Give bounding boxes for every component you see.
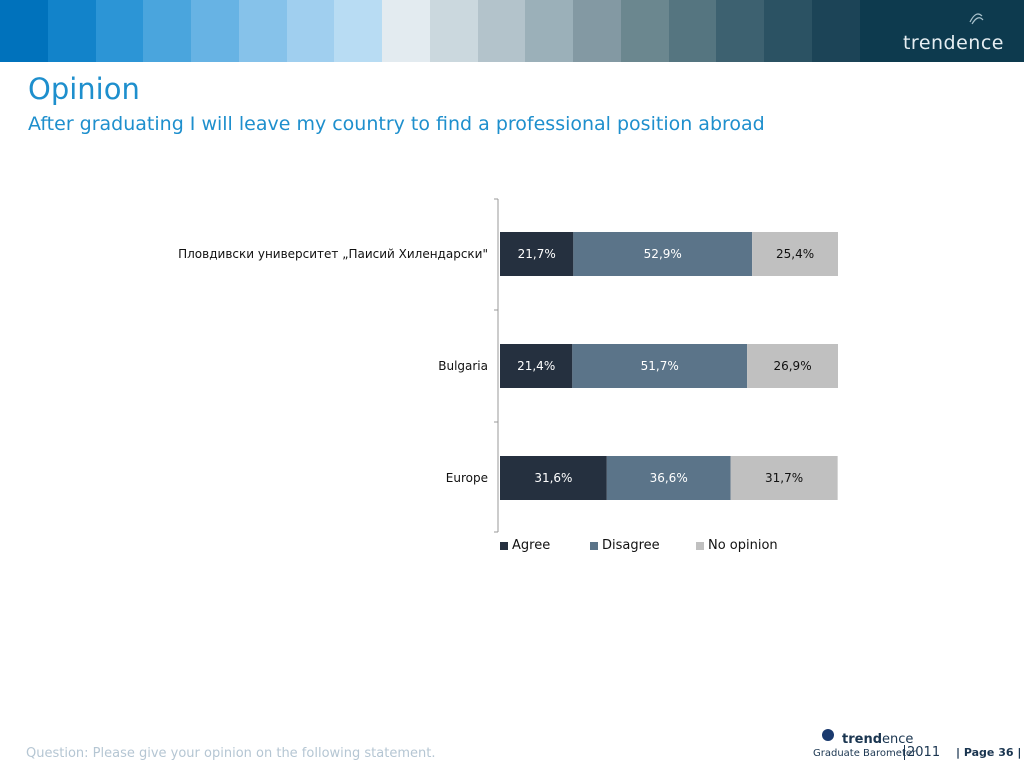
header-band-block (525, 0, 574, 62)
bar-segment (730, 456, 838, 500)
page-subtitle: After graduating I will leave my country… (28, 113, 765, 135)
bar-segment (606, 456, 731, 500)
chart-legend: Agree Disagree No opinion (500, 538, 840, 556)
header-brand: trendence (902, 32, 1004, 54)
bar-segment (500, 456, 607, 500)
footer-brand-light: ence (882, 732, 914, 747)
footer-logo: trendence Graduate Barometer 2011 (810, 726, 940, 764)
bar-segment (500, 232, 574, 276)
data-label: 51,7% (641, 359, 679, 373)
header-band-block (716, 0, 765, 62)
header-band-block (0, 0, 48, 62)
category-label: Europe (446, 471, 488, 485)
bar-segment (747, 344, 838, 388)
bar-segment (500, 344, 573, 388)
data-label: 52,9% (644, 247, 682, 261)
data-label: 31,7% (765, 471, 803, 485)
header-band-block (573, 0, 621, 62)
header-band-block (238, 0, 287, 62)
header-band-block (429, 0, 478, 62)
category-label: Пловдивски университет „Паисий Хилендарс… (178, 247, 488, 261)
logo-dot-icon (822, 729, 834, 741)
footer-question: Question: Please give your opinion on th… (26, 746, 436, 761)
bar-segment (572, 344, 748, 388)
header-band-block (95, 0, 144, 62)
data-label: 21,4% (517, 359, 555, 373)
data-label: 25,4% (776, 247, 814, 261)
page-title: Opinion (28, 72, 140, 106)
page-number: | Page 36 | (956, 746, 1022, 759)
header-band-block (764, 0, 813, 62)
data-label: 31,6% (534, 471, 572, 485)
header-band-block (191, 0, 239, 62)
brand-logo-icon (969, 13, 984, 25)
header-band-block (477, 0, 526, 62)
header-band-block (334, 0, 383, 62)
legend-swatch (696, 541, 704, 550)
header-band-block (620, 0, 669, 62)
header-band-block (382, 0, 430, 62)
footer-subtitle: Graduate Barometer (813, 748, 917, 759)
legend-item: No opinion (696, 538, 778, 553)
header-band-block (668, 0, 717, 62)
header-logo-area: trendence (860, 0, 1024, 62)
data-label: 21,7% (518, 247, 556, 261)
legend-label: Agree (512, 538, 551, 553)
data-label: 26,9% (773, 359, 811, 373)
legend-item: Agree (500, 538, 550, 553)
header-band-block (143, 0, 192, 62)
header-band-block (47, 0, 96, 62)
footer-brand-bold: trend (842, 732, 883, 747)
category-label: Bulgaria (438, 359, 488, 373)
header-color-band (0, 0, 1024, 62)
header-band-block (812, 0, 860, 62)
bar-segment (573, 232, 753, 276)
legend-swatch (500, 541, 508, 550)
legend-label: No opinion (708, 538, 778, 553)
data-label: 36,6% (650, 471, 688, 485)
footer-year: 2011 (904, 745, 940, 760)
bar-segment (752, 232, 838, 276)
legend-item: Disagree (590, 538, 660, 553)
footer-brand: trendence (842, 732, 913, 747)
header-band-block (286, 0, 335, 62)
legend-swatch (590, 541, 598, 550)
legend-label: Disagree (602, 538, 660, 553)
